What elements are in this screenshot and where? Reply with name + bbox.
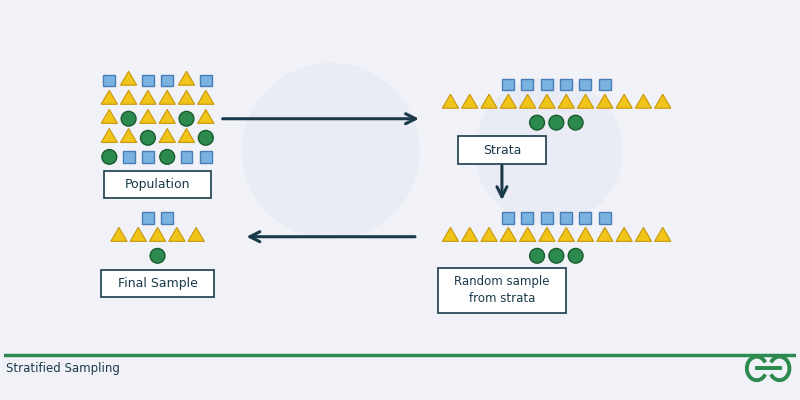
Circle shape	[150, 248, 165, 263]
FancyBboxPatch shape	[560, 78, 572, 90]
FancyBboxPatch shape	[162, 212, 173, 224]
Circle shape	[568, 248, 583, 263]
FancyBboxPatch shape	[541, 212, 553, 224]
FancyBboxPatch shape	[579, 78, 591, 90]
FancyBboxPatch shape	[579, 212, 591, 224]
FancyBboxPatch shape	[122, 151, 134, 163]
FancyBboxPatch shape	[162, 75, 173, 86]
Text: Population: Population	[125, 178, 190, 191]
FancyBboxPatch shape	[200, 151, 212, 163]
Circle shape	[549, 248, 564, 263]
FancyBboxPatch shape	[438, 268, 566, 313]
FancyBboxPatch shape	[560, 212, 572, 224]
Circle shape	[179, 111, 194, 126]
Text: Random sample
from strata: Random sample from strata	[454, 275, 550, 305]
FancyBboxPatch shape	[522, 212, 534, 224]
FancyBboxPatch shape	[200, 75, 212, 86]
Circle shape	[530, 248, 545, 263]
Circle shape	[530, 115, 545, 130]
FancyBboxPatch shape	[502, 78, 514, 90]
Circle shape	[568, 115, 583, 130]
Circle shape	[102, 150, 117, 164]
FancyBboxPatch shape	[598, 78, 610, 90]
Circle shape	[474, 78, 622, 224]
FancyBboxPatch shape	[541, 78, 553, 90]
FancyBboxPatch shape	[598, 212, 610, 224]
FancyBboxPatch shape	[142, 151, 154, 163]
Circle shape	[160, 150, 174, 164]
FancyBboxPatch shape	[104, 171, 211, 198]
Text: Stratified Sampling: Stratified Sampling	[6, 362, 120, 375]
FancyBboxPatch shape	[522, 78, 534, 90]
FancyBboxPatch shape	[502, 212, 514, 224]
Circle shape	[198, 130, 214, 145]
Text: Final Sample: Final Sample	[118, 277, 198, 290]
Circle shape	[121, 111, 136, 126]
FancyBboxPatch shape	[101, 270, 214, 297]
FancyBboxPatch shape	[142, 212, 154, 224]
Circle shape	[549, 115, 564, 130]
FancyBboxPatch shape	[142, 75, 154, 86]
Circle shape	[242, 63, 420, 239]
FancyBboxPatch shape	[103, 75, 115, 86]
FancyBboxPatch shape	[181, 151, 193, 163]
Circle shape	[141, 130, 155, 145]
Text: Strata: Strata	[482, 144, 521, 156]
FancyBboxPatch shape	[458, 136, 546, 164]
